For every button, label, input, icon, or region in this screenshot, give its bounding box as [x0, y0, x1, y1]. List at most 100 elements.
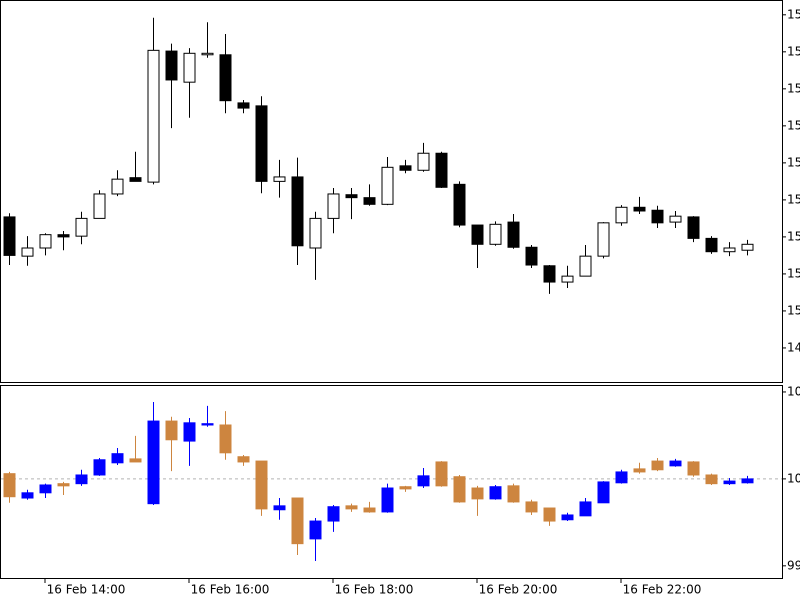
candle-body	[273, 505, 286, 511]
candle-body	[579, 501, 592, 517]
candle-body	[201, 52, 214, 56]
candle-body	[741, 478, 754, 484]
candle-body	[147, 420, 160, 505]
candle-body	[471, 487, 484, 500]
y-tick-label: 14	[787, 340, 800, 354]
candle-body	[669, 460, 682, 467]
candle-body	[327, 193, 340, 219]
candle-body	[615, 471, 628, 484]
candle-body	[39, 234, 52, 249]
candle-body	[399, 486, 412, 490]
candle-body	[597, 481, 610, 504]
y-tick-label: 15	[787, 303, 800, 317]
y-tick-label: 15	[787, 81, 800, 95]
candle-body	[471, 224, 484, 245]
candle-body	[93, 459, 106, 476]
candle-body	[741, 243, 754, 251]
candle-body	[201, 423, 214, 426]
candle-body	[543, 507, 556, 522]
indicator-pane	[0, 385, 783, 579]
candle-body	[615, 206, 628, 224]
candle-body	[723, 247, 736, 253]
candle-body	[507, 221, 520, 248]
candle-body	[345, 194, 358, 199]
candle-body	[453, 183, 466, 226]
y-tick-label: 15	[787, 192, 800, 206]
candle-body	[417, 475, 430, 487]
candle-body	[237, 102, 250, 109]
candle-body	[417, 152, 430, 171]
candle-body	[291, 176, 304, 247]
candle-body	[21, 492, 34, 499]
candle-body	[651, 209, 664, 224]
y-tick-label: 99	[787, 558, 800, 572]
candle-body	[489, 223, 502, 245]
x-tick-label: 16 Feb 22:00	[623, 583, 702, 597]
candle-body	[399, 165, 412, 171]
candle-body	[309, 520, 322, 540]
candle-body	[183, 52, 196, 83]
y-tick-label: 10	[787, 471, 800, 485]
x-tick-label: 16 Feb 16:00	[191, 583, 270, 597]
candle-body	[489, 486, 502, 500]
candle-body	[3, 216, 16, 256]
candle-body	[93, 193, 106, 219]
candle-body	[723, 480, 736, 485]
candle-body	[705, 237, 718, 253]
candle-body	[129, 458, 142, 463]
candle-body	[345, 505, 358, 510]
candle-body	[597, 222, 610, 257]
candle-body	[147, 49, 160, 183]
candle-body	[57, 483, 70, 487]
candle-body	[453, 476, 466, 503]
y-tick-label: 10	[787, 384, 800, 398]
candle-body	[561, 514, 574, 521]
candle-body	[525, 501, 538, 513]
candle-body	[3, 473, 16, 498]
candle-body	[21, 247, 34, 257]
candle-body	[435, 152, 448, 188]
x-tick-label: 16 Feb 14:00	[47, 583, 126, 597]
candle-body	[273, 176, 286, 182]
y-tick-label: 15	[787, 44, 800, 58]
candle-body	[633, 206, 646, 212]
candle-body	[327, 506, 340, 522]
candle-body	[633, 468, 646, 473]
candle-body	[507, 485, 520, 503]
candle-body	[255, 105, 268, 182]
candle-body	[669, 215, 682, 223]
candle-body	[435, 461, 448, 487]
candle-body	[651, 460, 664, 471]
candle-body	[255, 460, 268, 510]
candle-body	[39, 484, 52, 494]
y-tick-label: 15	[787, 155, 800, 169]
candle-body	[363, 197, 376, 205]
candle-body	[705, 474, 718, 485]
candle-body	[75, 217, 88, 237]
candle-body	[291, 497, 304, 545]
candle-body	[579, 255, 592, 277]
candle-body	[309, 217, 322, 249]
candle-body	[687, 461, 700, 476]
candle-body	[525, 246, 538, 266]
x-tick-label: 16 Feb 20:00	[479, 583, 558, 597]
candle-body	[381, 487, 394, 513]
candle-body	[111, 453, 124, 464]
y-tick-label: 15	[787, 266, 800, 280]
y-tick-label: 15	[787, 229, 800, 243]
candle-body	[111, 178, 124, 195]
candle-body	[381, 166, 394, 205]
candle-body	[687, 216, 700, 239]
candle-body	[129, 177, 142, 182]
candle-body	[363, 507, 376, 513]
candle-body	[219, 424, 232, 454]
candle-body	[75, 474, 88, 485]
candle-body	[561, 275, 574, 283]
candle-body	[237, 456, 250, 463]
candle-body	[543, 265, 556, 283]
x-tick-label: 16 Feb 18:00	[335, 583, 414, 597]
y-tick-label: 15	[787, 118, 800, 132]
candle-body	[165, 420, 178, 441]
y-tick-label: 15	[787, 7, 800, 21]
